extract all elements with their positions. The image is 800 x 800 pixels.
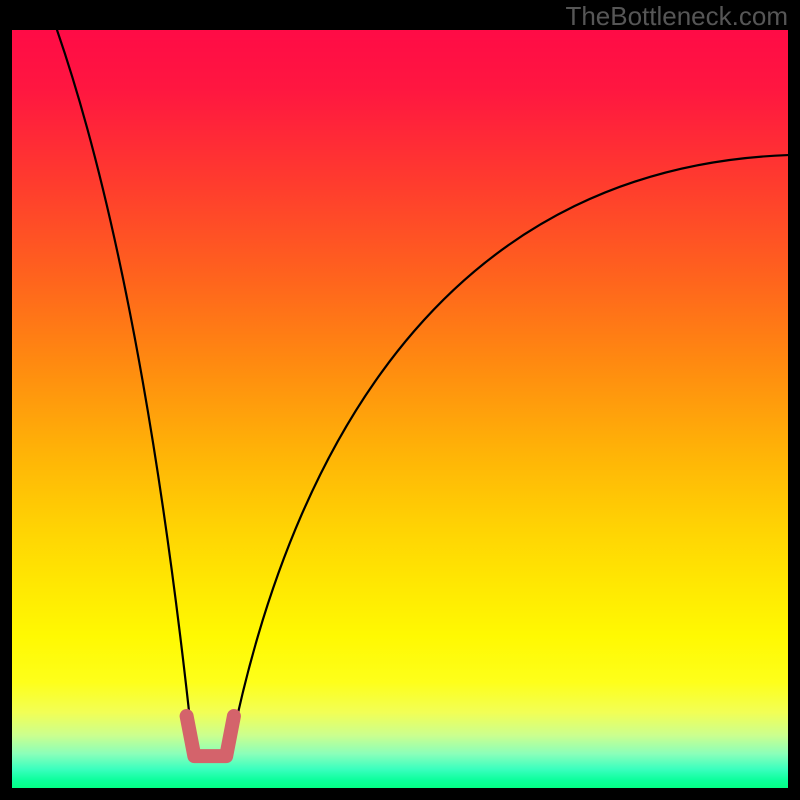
chart-frame: TheBottleneck.com [0, 0, 800, 800]
notch-marker [187, 716, 234, 756]
plot-area [12, 30, 788, 788]
watermark-text: TheBottleneck.com [565, 1, 788, 32]
bottleneck-curve [57, 30, 788, 739]
curve-layer [12, 30, 788, 788]
